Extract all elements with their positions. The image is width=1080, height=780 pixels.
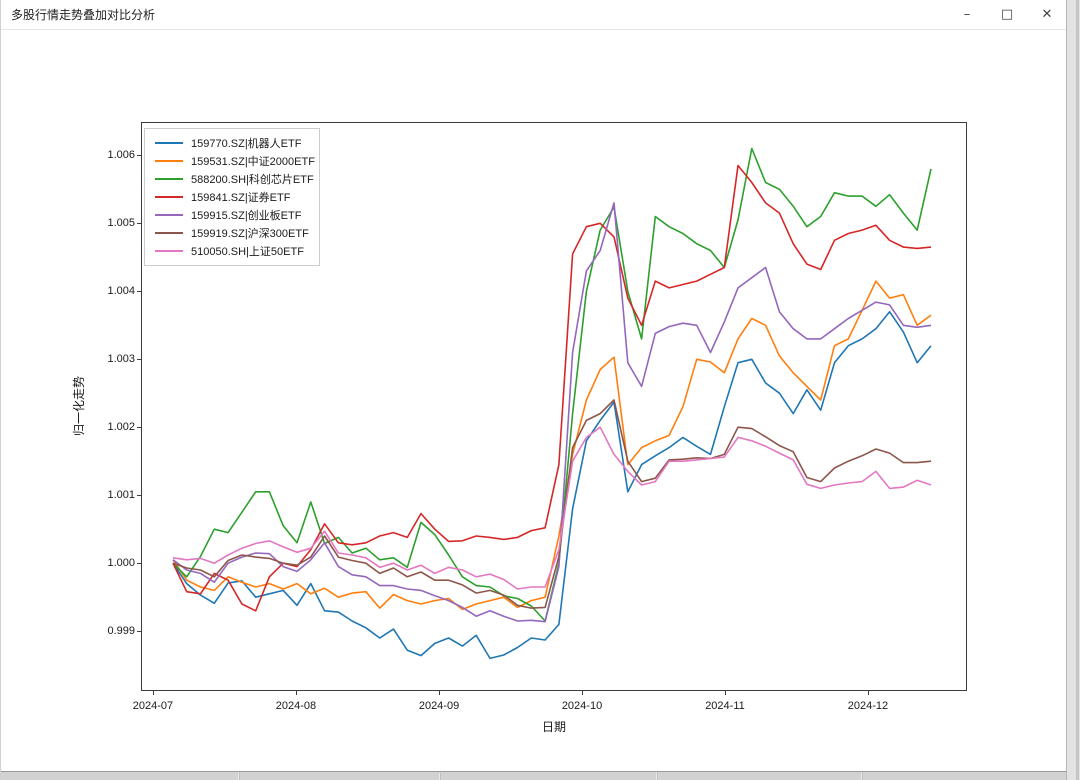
y-tick-mark: [137, 631, 141, 633]
window-title: 多股行情走势叠加对比分析: [11, 8, 156, 22]
y-tick-mark: [137, 291, 141, 293]
y-tick-label: 1.000: [107, 557, 135, 570]
y-axis-label: 归一化走势: [72, 376, 86, 437]
y-tick-mark: [137, 495, 141, 497]
x-axis-label: 日期: [541, 720, 566, 734]
legend-line-swatch: [155, 250, 183, 252]
y-tick-mark: [137, 223, 141, 225]
y-tick-label: 1.004: [107, 285, 135, 298]
y-tick-mark: [137, 359, 141, 361]
y-tick-mark: [137, 427, 141, 429]
legend-item: 159531.SZ|中证2000ETF: [155, 154, 315, 168]
x-tick-mark: [152, 691, 154, 695]
legend-line-swatch: [155, 160, 183, 162]
y-tick-label: 1.005: [107, 217, 135, 230]
legend-item: 159919.SZ|沪深300ETF: [155, 226, 309, 240]
window-right-edge: [1066, 0, 1080, 780]
legend-label: 159531.SZ|中证2000ETF: [191, 156, 315, 168]
strip-divider: [238, 773, 240, 780]
legend-item: 588200.SH|科创芯片ETF: [155, 172, 314, 186]
legend-label: 510050.SH|上证50ETF: [191, 246, 304, 258]
chart-figure: 159770.SZ|机器人ETF 159531.SZ|中证2000ETF 58820…: [1, 31, 1065, 771]
legend-item: 159841.SZ|证券ETF: [155, 190, 309, 204]
series-line: [172, 399, 932, 609]
line-chart: [172, 147, 932, 660]
x-tick-mark: [295, 691, 297, 695]
series-line: [172, 202, 932, 623]
y-tick-mark: [137, 155, 141, 157]
legend-item: 159770.SZ|机器人ETF: [155, 136, 309, 150]
legend-line-swatch: [155, 142, 183, 144]
chart-legend: 159770.SZ|机器人ETF 159531.SZ|中证2000ETF 58820…: [144, 128, 320, 266]
x-tick-mark: [724, 691, 726, 695]
legend-label: 159841.SZ|证券ETF: [191, 192, 291, 204]
x-tick-label: 2024-09: [418, 700, 460, 712]
legend-label: 159919.SZ|沪深300ETF: [191, 228, 309, 240]
y-tick-label: 1.002: [107, 421, 135, 434]
maximize-button[interactable]: □: [987, 0, 1027, 30]
background-window-strip: [1, 771, 1067, 780]
minimize-icon: –: [963, 7, 971, 22]
strip-divider: [861, 773, 863, 780]
strip-divider: [439, 773, 441, 780]
x-tick-mark: [439, 691, 441, 695]
legend-line-swatch: [155, 232, 183, 234]
legend-label: 159770.SZ|机器人ETF: [191, 138, 302, 150]
titlebar: 多股行情走势叠加对比分析 – □ ✕: [1, 0, 1067, 30]
legend-label: 588200.SH|科创芯片ETF: [191, 174, 314, 186]
legend-item: 159915.SZ|创业板ETF: [155, 208, 309, 222]
legend-label: 159915.SZ|创业板ETF: [191, 210, 302, 222]
window-edge-shadow: [1076, 0, 1079, 780]
x-tick-label: 2024-10: [561, 700, 603, 712]
close-button[interactable]: ✕: [1027, 0, 1067, 30]
legend-item: 510050.SH|上证50ETF: [155, 244, 309, 258]
y-tick-label: 1.003: [107, 353, 135, 366]
plot-frame: [141, 122, 967, 691]
y-tick-label: 0.999: [107, 625, 135, 638]
close-icon: ✕: [1041, 7, 1053, 22]
y-tick-label: 1.001: [107, 489, 135, 502]
legend-line-swatch: [155, 214, 183, 216]
window-controls: – □ ✕: [947, 0, 1067, 30]
x-tick-mark: [582, 691, 583, 695]
x-tick-label: 2024-08: [275, 700, 317, 712]
y-tick-label: 1.006: [107, 149, 135, 162]
x-tick-label: 2024-11: [705, 700, 745, 712]
legend-line-swatch: [155, 178, 183, 180]
y-tick-mark: [137, 563, 141, 565]
x-tick-label: 2024-07: [132, 700, 174, 712]
series-line: [172, 426, 932, 590]
x-tick-mark: [867, 691, 869, 695]
legend-line-swatch: [155, 196, 183, 198]
strip-divider: [656, 773, 658, 780]
x-tick-label: 2024-12: [847, 700, 889, 712]
minimize-button[interactable]: –: [947, 0, 987, 30]
series-line: [172, 310, 932, 660]
maximize-icon: □: [1000, 7, 1014, 22]
